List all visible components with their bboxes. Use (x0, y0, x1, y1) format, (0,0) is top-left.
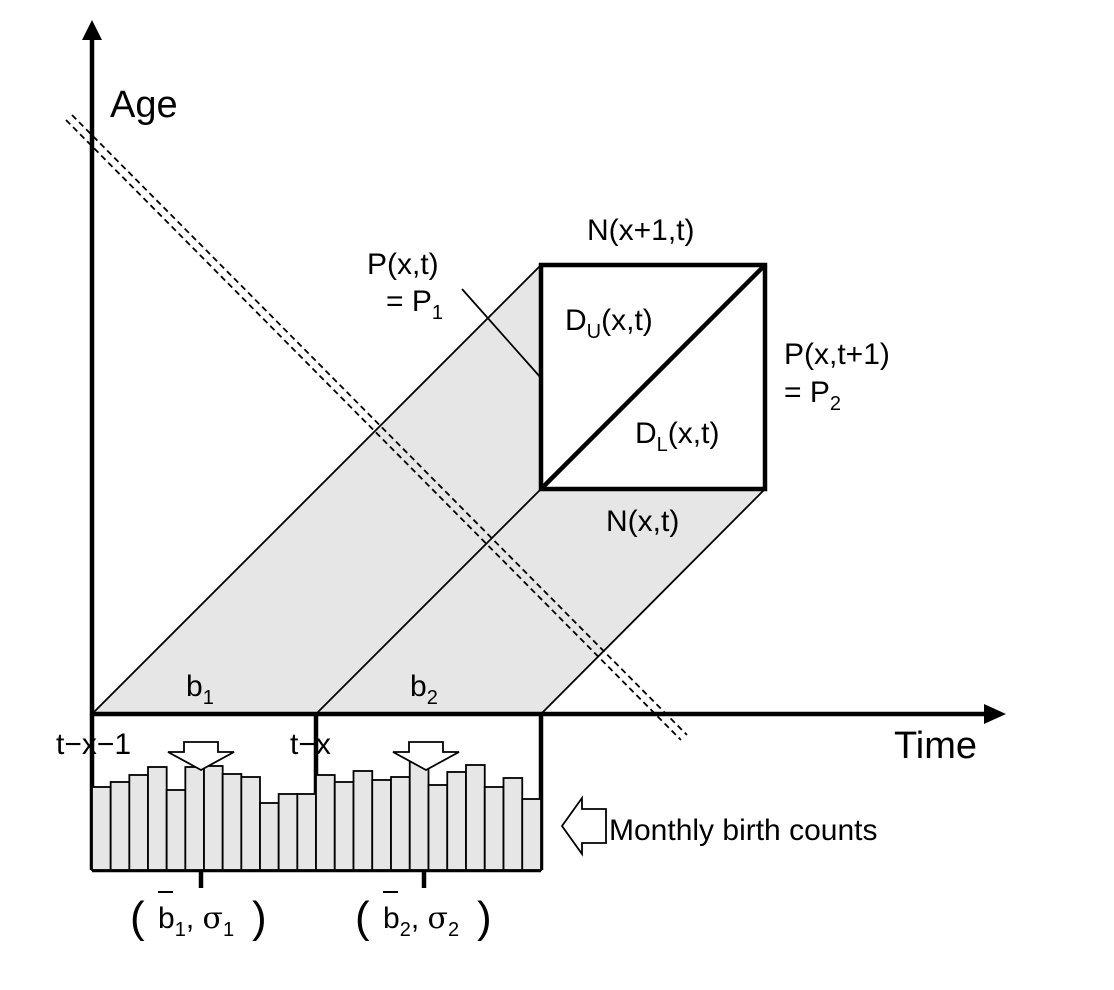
month-year-1-bar-8 (221, 773, 243, 871)
p2-label-line1: P(x,t+1) (784, 338, 890, 371)
month-year-1-bar-7 (203, 765, 224, 871)
cohort-band-2 (316, 489, 765, 714)
d-lower-label: DL(x,t) (635, 417, 719, 456)
month-year-1-bar-9 (240, 776, 261, 871)
svg-text:): ) (477, 893, 492, 942)
month-year-1-bar-1 (91, 786, 112, 871)
month-year-2-bar-6 (408, 761, 430, 871)
month-year-2-bar-7 (427, 784, 449, 871)
month-year-2-bar-2 (333, 781, 355, 871)
tick-label-t-x: t−x (290, 728, 331, 761)
p1-label-line2: = P1 (386, 285, 443, 324)
tick-label-t-x-1: t−x−1 (56, 728, 131, 761)
p2-label-line2: = P2 (784, 376, 841, 415)
month-year-1-bar-11 (277, 793, 299, 871)
svg-text:b2, σ2: b2, σ2 (383, 901, 459, 941)
histogram-year-1 (91, 765, 317, 871)
month-year-2-bar-5 (390, 776, 411, 871)
down-arrow-b1-icon (167, 741, 235, 772)
x-axis-arrowhead (984, 704, 1006, 724)
month-year-2-bar-12 (521, 798, 542, 871)
b2-label: b2 (410, 670, 438, 709)
p1-label-line1: P(x,t) (367, 248, 439, 281)
n-bottom-label: N(x,t) (606, 505, 679, 538)
month-year-1-bar-5 (165, 789, 187, 871)
y-axis-label: Age (110, 84, 178, 126)
month-year-1-bar-3 (128, 774, 149, 871)
month-year-1-bar-10 (259, 802, 280, 871)
histogram-year-2 (315, 761, 542, 871)
p1-leader-line (461, 288, 542, 379)
svg-text:(: ( (355, 893, 370, 942)
reference-double-line (65, 114, 688, 741)
life-lines (91, 264, 766, 715)
d-upper-label: DU(x,t) (565, 304, 653, 343)
month-year-2-bar-1 (315, 774, 336, 871)
month-year-2-bar-11 (502, 777, 524, 871)
svg-text:): ) (252, 893, 267, 942)
b1-label: b1 (186, 670, 214, 709)
month-year-2-bar-9 (465, 764, 486, 871)
month-year-1-bar-6 (184, 766, 205, 871)
monthly-birth-counts-label: Monthly birth counts (609, 814, 877, 847)
month-year-2-bar-4 (371, 779, 392, 871)
month-year-2-bar-10 (483, 786, 505, 871)
lexis-square (538, 262, 768, 492)
month-year-1-bar-12 (296, 793, 317, 871)
n-top-label: N(x+1,t) (587, 214, 695, 247)
month-year-1-bar-4 (147, 766, 168, 871)
left-arrow-icon (560, 795, 607, 857)
month-year-2-bar-8 (446, 771, 467, 871)
month-year-1-bar-2 (109, 781, 131, 871)
svg-text:b1, σ1: b1, σ1 (158, 901, 234, 941)
down-arrow-b2-icon (392, 741, 460, 772)
x-axis-label: Time (894, 725, 977, 767)
stats-year-1: ( b1, σ1 ) (130, 891, 267, 942)
svg-text:(: ( (130, 893, 145, 942)
stats-year-2: ( b2, σ2 ) (355, 891, 492, 942)
y-axis-arrowhead (82, 20, 102, 40)
month-year-2-bar-3 (352, 770, 374, 871)
